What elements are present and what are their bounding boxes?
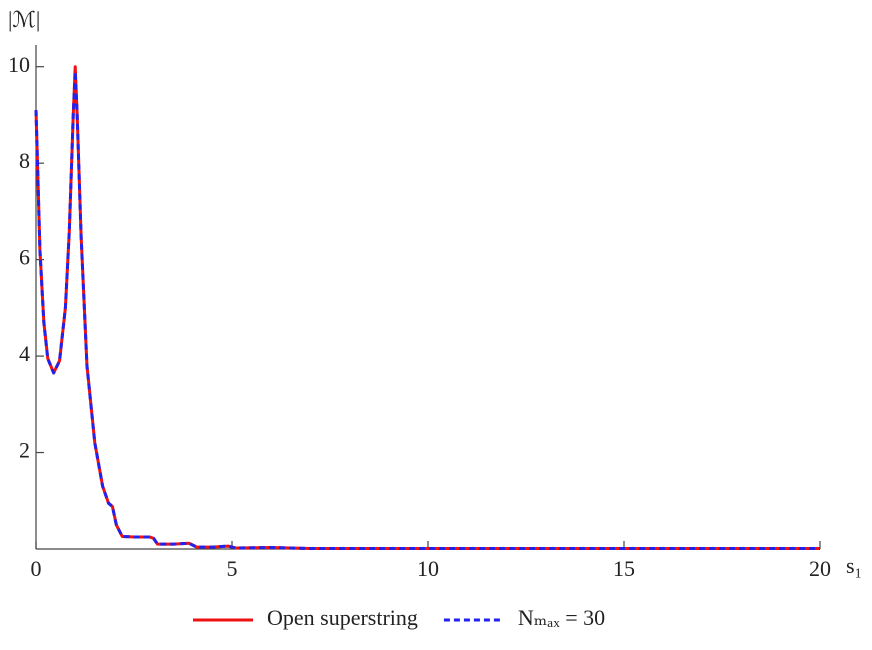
legend-label: Open superstring xyxy=(267,605,418,630)
legend-label: Nₘₐₓ = 30 xyxy=(518,605,605,630)
x-tick-label: 5 xyxy=(227,556,238,581)
y-tick-label: 8 xyxy=(19,148,30,173)
y-tick-label: 6 xyxy=(19,245,30,270)
series-line xyxy=(34,70,820,551)
y-tick-label: 2 xyxy=(19,438,30,463)
x-tick-label: 20 xyxy=(809,556,831,581)
x-axis-label: s₁ xyxy=(846,553,862,578)
x-tick-label: 0 xyxy=(31,556,42,581)
x-tick-label: 15 xyxy=(613,556,635,581)
y-axis-label: |ℳ| xyxy=(8,7,40,32)
x-tick-label: 10 xyxy=(417,556,439,581)
series-line xyxy=(34,65,820,551)
y-tick-label: 10 xyxy=(8,52,30,77)
y-tick-label: 4 xyxy=(19,341,30,366)
